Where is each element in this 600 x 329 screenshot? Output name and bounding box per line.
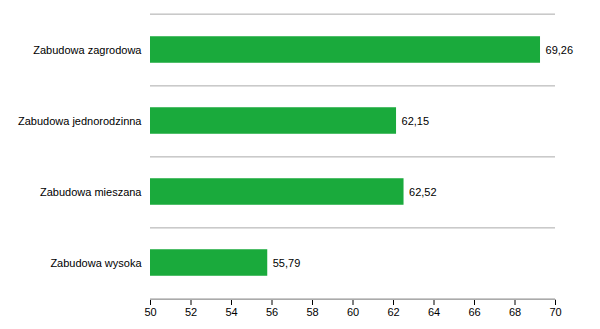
svg-text:54: 54 [225,306,237,318]
svg-text:58: 58 [306,306,318,318]
svg-text:Zabudowa zagrodowa: Zabudowa zagrodowa [33,44,142,56]
svg-text:Zabudowa jednorodzinna: Zabudowa jednorodzinna [18,115,142,127]
svg-text:62,15: 62,15 [402,115,430,127]
svg-text:64: 64 [428,306,440,318]
svg-text:62,52: 62,52 [409,186,437,198]
svg-text:56: 56 [266,306,278,318]
svg-text:69,26: 69,26 [546,44,574,56]
svg-text:Zabudowa wysoka: Zabudowa wysoka [50,257,142,269]
svg-text:55,79: 55,79 [273,257,301,269]
svg-text:60: 60 [347,306,359,318]
svg-text:50: 50 [144,306,156,318]
svg-text:62: 62 [387,306,399,318]
svg-text:Zabudowa mieszana: Zabudowa mieszana [40,186,142,198]
svg-text:68: 68 [509,306,521,318]
svg-text:70: 70 [549,306,561,318]
svg-text:52: 52 [185,306,197,318]
svg-text:66: 66 [468,306,480,318]
